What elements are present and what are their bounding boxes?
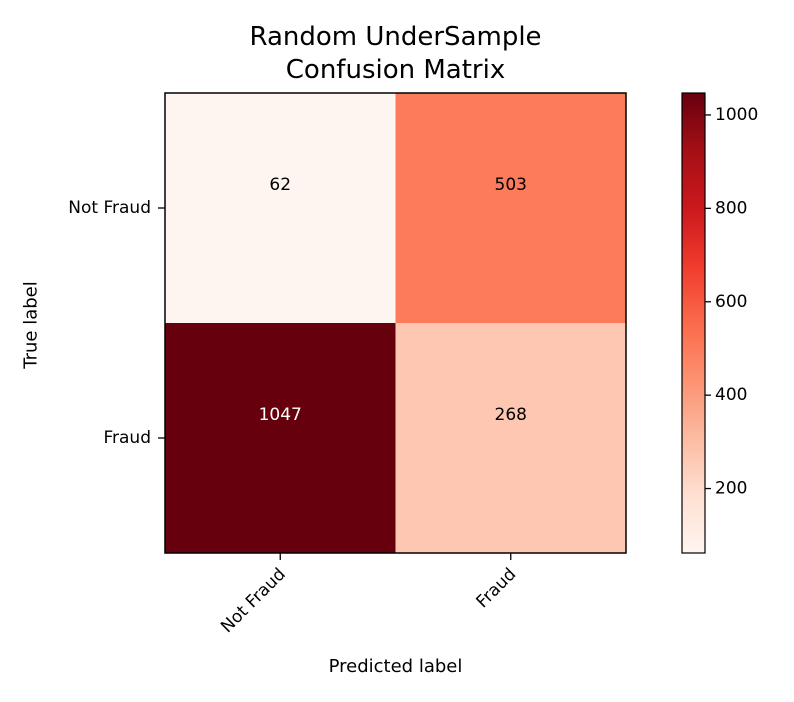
x-axis-label: Predicted label [328,656,463,677]
heatmap-cell-labels: 62 503 1047 268 [259,175,527,425]
heatmap-cell [165,323,396,553]
y-tick-label: Not Fraud [68,198,151,218]
chart-title-line-1: Random UnderSample [249,22,542,52]
cell-value-label: 1047 [259,405,302,425]
y-tick-label: Fraud [103,428,151,448]
heatmap-cell [165,93,396,323]
cell-value-label: 503 [495,175,527,195]
heatmap-cell [395,93,626,323]
colorbar-tick-label: 200 [715,479,747,499]
colorbar-tick-label: 600 [715,292,747,312]
colorbar-tick-label: 400 [715,385,747,405]
plot-frame [164,92,627,554]
heatmap-cell [395,323,626,553]
chart-title-line-2: Confusion Matrix [285,55,506,85]
heatmap-cells [165,93,626,553]
x-tick-label: Fraud [473,564,521,612]
x-tick-label: Not Fraud [217,564,290,637]
colorbar-tick-label: 1000 [715,105,758,125]
colorbar [681,92,706,554]
cell-value-label: 62 [269,175,291,195]
y-axis-ticks: Not Fraud Fraud [68,198,165,448]
x-axis-ticks: Not Fraud Fraud [217,553,520,637]
colorbar-tick-label: 800 [715,198,747,218]
colorbar-ticks: 200 400 600 800 1000 [705,105,758,499]
cell-value-label: 268 [495,405,527,425]
